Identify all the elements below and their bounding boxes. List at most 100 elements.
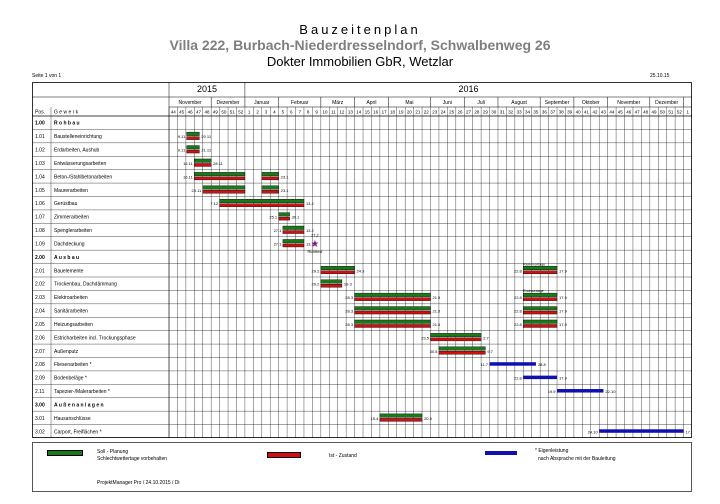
- week-label: 50: [660, 110, 666, 115]
- row-position: 1.01: [35, 134, 45, 140]
- bar-start-date: 16.11: [183, 174, 193, 179]
- row-trade-name: Hausanschlüsse: [54, 416, 91, 422]
- plan-bar: [320, 266, 355, 270]
- week-label: 47: [196, 110, 202, 115]
- ist-bar: [278, 216, 290, 221]
- week-label: 41: [584, 110, 590, 115]
- bar-start-date: 22.8: [514, 309, 523, 314]
- legend-plan-swatch: [47, 450, 83, 456]
- week-label: 47: [635, 110, 641, 115]
- week-label: 10: [323, 110, 329, 115]
- bar-end-date: 23.1: [281, 174, 290, 179]
- week-label: 9: [315, 110, 318, 115]
- week-label: 45: [179, 110, 185, 115]
- plan-bar: [354, 306, 431, 311]
- month-label: Februar: [291, 100, 309, 106]
- week-label: 34: [525, 110, 531, 115]
- month-label: Juni: [443, 100, 452, 106]
- week-label: 4: [273, 110, 276, 115]
- row-trade-name: Trockenbau, Dachdämmung: [54, 282, 117, 288]
- ist-bar: [430, 337, 482, 342]
- week-label: 7: [298, 110, 301, 115]
- ist-bar: [354, 310, 431, 315]
- row-trade-name: Bauelemente: [54, 268, 84, 274]
- bar-start-date: 7.12: [210, 201, 219, 206]
- plan-bar: [430, 333, 482, 338]
- bar-end-date: 17.9: [559, 376, 568, 381]
- row-trade-name: Bodenbeläge *: [54, 376, 87, 382]
- week-label: 3: [265, 110, 268, 115]
- ist-bar: [261, 190, 279, 194]
- ist-bar: [194, 163, 212, 167]
- plan-bar: [282, 239, 305, 244]
- week-label: 8: [307, 110, 310, 115]
- row-position: 1.09: [35, 241, 45, 247]
- row-position: 1.00: [35, 121, 45, 127]
- bar-end-date: 13.2: [306, 241, 315, 246]
- row-trade-name: Zimmerarbeiten: [54, 215, 89, 221]
- week-label: 31: [500, 110, 506, 115]
- ist-bar: [261, 176, 279, 181]
- bar-end-date: 22.10: [605, 389, 616, 394]
- plan-bar: [354, 319, 431, 324]
- row-position: 2.09: [35, 376, 45, 382]
- row-position: 1.03: [35, 161, 45, 167]
- week-label: 43: [601, 110, 607, 115]
- bar-start-date: 30.5: [430, 349, 439, 354]
- plan-bar: [261, 172, 279, 177]
- bar-end-date: 21.5: [433, 322, 442, 327]
- bar-end-date: 17.9: [559, 322, 568, 327]
- row-position: 3.01: [35, 416, 45, 422]
- row-trade-name: Baustelleneinrichtung: [54, 134, 102, 140]
- row-position: 2.01: [35, 268, 45, 274]
- year-label: 2015: [197, 84, 217, 94]
- week-label: 38: [559, 110, 565, 115]
- week-label: 29: [483, 110, 489, 115]
- bar-start-date: 27.1: [274, 228, 283, 233]
- month-label: Oktober: [582, 100, 600, 106]
- row-trade-name: Gerüstbau: [54, 201, 78, 207]
- bar-start-date: 23.11: [192, 188, 202, 193]
- row-position: 3.00: [35, 402, 45, 408]
- week-label: 24: [441, 110, 447, 115]
- bar-end-date: 21.11: [201, 148, 211, 153]
- plan-bar: [186, 131, 200, 136]
- week-label: 49: [213, 110, 219, 115]
- ist-bar: [379, 418, 423, 422]
- week-label: 26: [458, 110, 464, 115]
- row-position: 2.08: [35, 362, 45, 368]
- plan-bar: [194, 158, 212, 163]
- project-address: Villa 222, Burbach-Niederdresselndorf, S…: [169, 37, 551, 53]
- bar-start-date: 15.4: [371, 416, 380, 421]
- row-position: 2.04: [35, 309, 45, 315]
- eigenleistung-bar: [557, 389, 604, 393]
- row-position: 2.07: [35, 349, 45, 355]
- ist-bar: [523, 270, 558, 274]
- week-label: 44: [171, 110, 177, 115]
- month-label: Mai: [405, 100, 413, 106]
- milestone-label: Richtfest: [308, 250, 324, 254]
- week-label: 32: [508, 110, 514, 115]
- bar-start-date: 25.1: [269, 215, 278, 220]
- ist-bar: [320, 284, 343, 288]
- month-label: November: [617, 100, 640, 106]
- bar-start-date: 19.9: [548, 389, 557, 394]
- legend-eigen-label: * Eigenleistung: [535, 448, 569, 454]
- bar-end-date: 17.9: [559, 309, 568, 314]
- month-label: Juli: [477, 100, 485, 106]
- week-label: 2: [256, 110, 259, 115]
- row-trade-name: Entwässerungsarbeiten: [54, 161, 106, 167]
- ist-bar: [202, 190, 246, 194]
- week-label: 52: [677, 110, 683, 115]
- plan-bar: [523, 319, 558, 324]
- chart-frame: [32, 82, 692, 438]
- row-position: 1.02: [35, 148, 45, 154]
- month-label: Dezember: [217, 100, 240, 106]
- bar-start-date: 22.8: [514, 295, 523, 300]
- week-label: 17: [382, 110, 388, 115]
- week-label: 12: [339, 110, 345, 115]
- week-label: 25: [449, 110, 455, 115]
- row-position: 3.02: [35, 429, 45, 435]
- legend-box: Soll - Planung Schlechtwettertage vorbeh…: [32, 442, 692, 492]
- row-trade-name: Tapezier-/Malerarbeiten *: [54, 389, 110, 395]
